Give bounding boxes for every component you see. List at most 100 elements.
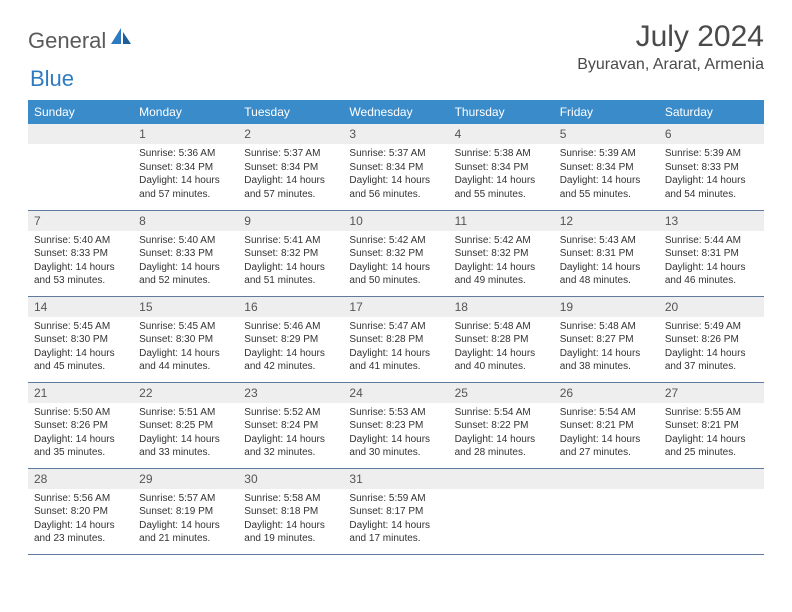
sunset-text: Sunset: 8:21 PM bbox=[560, 419, 653, 433]
sunrise-text: Sunrise: 5:39 AM bbox=[560, 147, 653, 161]
sunset-text: Sunset: 8:21 PM bbox=[665, 419, 758, 433]
day-details: Sunrise: 5:42 AMSunset: 8:32 PMDaylight:… bbox=[449, 231, 554, 294]
day-details: Sunrise: 5:48 AMSunset: 8:28 PMDaylight:… bbox=[449, 317, 554, 380]
day-details: Sunrise: 5:54 AMSunset: 8:22 PMDaylight:… bbox=[449, 403, 554, 466]
calendar-day-cell: 27Sunrise: 5:55 AMSunset: 8:21 PMDayligh… bbox=[659, 382, 764, 468]
calendar-day-cell: 31Sunrise: 5:59 AMSunset: 8:17 PMDayligh… bbox=[343, 468, 448, 554]
day-number bbox=[449, 469, 554, 489]
day-number: 25 bbox=[449, 383, 554, 403]
weekday-header: Friday bbox=[554, 100, 659, 124]
logo-sail-icon bbox=[110, 27, 132, 50]
calendar-day-cell: 29Sunrise: 5:57 AMSunset: 8:19 PMDayligh… bbox=[133, 468, 238, 554]
day-number: 19 bbox=[554, 297, 659, 317]
daylight-text: Daylight: 14 hours and 48 minutes. bbox=[560, 261, 653, 288]
daylight-text: Daylight: 14 hours and 17 minutes. bbox=[349, 519, 442, 546]
calendar-day-cell bbox=[449, 468, 554, 554]
sunset-text: Sunset: 8:26 PM bbox=[34, 419, 127, 433]
sunrise-text: Sunrise: 5:38 AM bbox=[455, 147, 548, 161]
day-number: 9 bbox=[238, 211, 343, 231]
daylight-text: Daylight: 14 hours and 56 minutes. bbox=[349, 174, 442, 201]
sunrise-text: Sunrise: 5:49 AM bbox=[665, 320, 758, 334]
calendar-day-cell: 5Sunrise: 5:39 AMSunset: 8:34 PMDaylight… bbox=[554, 124, 659, 210]
day-details: Sunrise: 5:40 AMSunset: 8:33 PMDaylight:… bbox=[133, 231, 238, 294]
day-number: 10 bbox=[343, 211, 448, 231]
day-details: Sunrise: 5:57 AMSunset: 8:19 PMDaylight:… bbox=[133, 489, 238, 552]
sunrise-text: Sunrise: 5:36 AM bbox=[139, 147, 232, 161]
day-details: Sunrise: 5:40 AMSunset: 8:33 PMDaylight:… bbox=[28, 231, 133, 294]
sunrise-text: Sunrise: 5:58 AM bbox=[244, 492, 337, 506]
day-details: Sunrise: 5:43 AMSunset: 8:31 PMDaylight:… bbox=[554, 231, 659, 294]
sunset-text: Sunset: 8:26 PM bbox=[665, 333, 758, 347]
calendar-day-cell: 28Sunrise: 5:56 AMSunset: 8:20 PMDayligh… bbox=[28, 468, 133, 554]
day-number: 16 bbox=[238, 297, 343, 317]
day-number bbox=[28, 124, 133, 144]
daylight-text: Daylight: 14 hours and 57 minutes. bbox=[244, 174, 337, 201]
calendar-table: Sunday Monday Tuesday Wednesday Thursday… bbox=[28, 100, 764, 555]
calendar-day-cell: 6Sunrise: 5:39 AMSunset: 8:33 PMDaylight… bbox=[659, 124, 764, 210]
sunset-text: Sunset: 8:23 PM bbox=[349, 419, 442, 433]
sunrise-text: Sunrise: 5:54 AM bbox=[560, 406, 653, 420]
daylight-text: Daylight: 14 hours and 37 minutes. bbox=[665, 347, 758, 374]
month-title: July 2024 bbox=[577, 20, 764, 54]
calendar-day-cell: 3Sunrise: 5:37 AMSunset: 8:34 PMDaylight… bbox=[343, 124, 448, 210]
daylight-text: Daylight: 14 hours and 57 minutes. bbox=[139, 174, 232, 201]
sunrise-text: Sunrise: 5:37 AM bbox=[244, 147, 337, 161]
calendar-day-cell: 7Sunrise: 5:40 AMSunset: 8:33 PMDaylight… bbox=[28, 210, 133, 296]
sunrise-text: Sunrise: 5:52 AM bbox=[244, 406, 337, 420]
day-details: Sunrise: 5:37 AMSunset: 8:34 PMDaylight:… bbox=[343, 144, 448, 207]
daylight-text: Daylight: 14 hours and 35 minutes. bbox=[34, 433, 127, 460]
sunset-text: Sunset: 8:19 PM bbox=[139, 505, 232, 519]
daylight-text: Daylight: 14 hours and 54 minutes. bbox=[665, 174, 758, 201]
day-number: 1 bbox=[133, 124, 238, 144]
sunrise-text: Sunrise: 5:45 AM bbox=[139, 320, 232, 334]
weekday-header: Wednesday bbox=[343, 100, 448, 124]
day-number: 22 bbox=[133, 383, 238, 403]
calendar-week-row: 28Sunrise: 5:56 AMSunset: 8:20 PMDayligh… bbox=[28, 468, 764, 554]
weekday-header: Thursday bbox=[449, 100, 554, 124]
day-details: Sunrise: 5:38 AMSunset: 8:34 PMDaylight:… bbox=[449, 144, 554, 207]
calendar-day-cell: 24Sunrise: 5:53 AMSunset: 8:23 PMDayligh… bbox=[343, 382, 448, 468]
sunset-text: Sunset: 8:34 PM bbox=[455, 161, 548, 175]
day-details: Sunrise: 5:36 AMSunset: 8:34 PMDaylight:… bbox=[133, 144, 238, 207]
sunset-text: Sunset: 8:34 PM bbox=[349, 161, 442, 175]
sunset-text: Sunset: 8:22 PM bbox=[455, 419, 548, 433]
day-details: Sunrise: 5:37 AMSunset: 8:34 PMDaylight:… bbox=[238, 144, 343, 207]
sunrise-text: Sunrise: 5:48 AM bbox=[455, 320, 548, 334]
sunset-text: Sunset: 8:28 PM bbox=[455, 333, 548, 347]
calendar-day-cell: 10Sunrise: 5:42 AMSunset: 8:32 PMDayligh… bbox=[343, 210, 448, 296]
sunrise-text: Sunrise: 5:59 AM bbox=[349, 492, 442, 506]
day-number: 29 bbox=[133, 469, 238, 489]
day-details: Sunrise: 5:58 AMSunset: 8:18 PMDaylight:… bbox=[238, 489, 343, 552]
daylight-text: Daylight: 14 hours and 52 minutes. bbox=[139, 261, 232, 288]
calendar-day-cell: 26Sunrise: 5:54 AMSunset: 8:21 PMDayligh… bbox=[554, 382, 659, 468]
sunrise-text: Sunrise: 5:39 AM bbox=[665, 147, 758, 161]
sunrise-text: Sunrise: 5:54 AM bbox=[455, 406, 548, 420]
calendar-page: General July 2024 Byuravan, Ararat, Arme… bbox=[0, 0, 792, 555]
daylight-text: Daylight: 14 hours and 19 minutes. bbox=[244, 519, 337, 546]
calendar-week-row: 1Sunrise: 5:36 AMSunset: 8:34 PMDaylight… bbox=[28, 124, 764, 210]
calendar-day-cell: 15Sunrise: 5:45 AMSunset: 8:30 PMDayligh… bbox=[133, 296, 238, 382]
weekday-header: Saturday bbox=[659, 100, 764, 124]
location-text: Byuravan, Ararat, Armenia bbox=[577, 56, 764, 74]
sunset-text: Sunset: 8:28 PM bbox=[349, 333, 442, 347]
logo: General bbox=[28, 28, 112, 54]
day-number: 8 bbox=[133, 211, 238, 231]
day-number: 3 bbox=[343, 124, 448, 144]
weekday-header: Monday bbox=[133, 100, 238, 124]
sunrise-text: Sunrise: 5:53 AM bbox=[349, 406, 442, 420]
daylight-text: Daylight: 14 hours and 45 minutes. bbox=[34, 347, 127, 374]
sunrise-text: Sunrise: 5:48 AM bbox=[560, 320, 653, 334]
day-number: 11 bbox=[449, 211, 554, 231]
logo-text-general: General bbox=[28, 28, 106, 54]
daylight-text: Daylight: 14 hours and 46 minutes. bbox=[665, 261, 758, 288]
day-number: 15 bbox=[133, 297, 238, 317]
sunrise-text: Sunrise: 5:43 AM bbox=[560, 234, 653, 248]
day-details: Sunrise: 5:50 AMSunset: 8:26 PMDaylight:… bbox=[28, 403, 133, 466]
day-number: 24 bbox=[343, 383, 448, 403]
calendar-day-cell: 11Sunrise: 5:42 AMSunset: 8:32 PMDayligh… bbox=[449, 210, 554, 296]
daylight-text: Daylight: 14 hours and 49 minutes. bbox=[455, 261, 548, 288]
day-details: Sunrise: 5:46 AMSunset: 8:29 PMDaylight:… bbox=[238, 317, 343, 380]
daylight-text: Daylight: 14 hours and 50 minutes. bbox=[349, 261, 442, 288]
sunrise-text: Sunrise: 5:51 AM bbox=[139, 406, 232, 420]
sunrise-text: Sunrise: 5:40 AM bbox=[139, 234, 232, 248]
